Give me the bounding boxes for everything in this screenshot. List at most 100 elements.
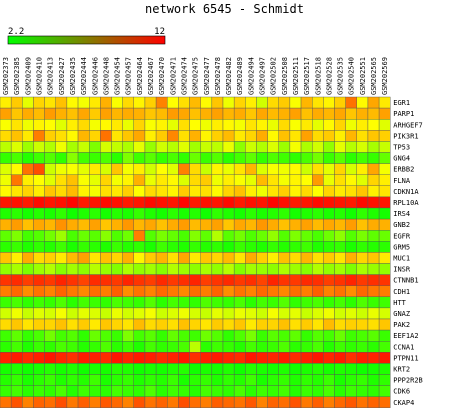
- heatmap-cell: [334, 107, 346, 120]
- heatmap-cell: [55, 185, 68, 198]
- heatmap-cell: [88, 107, 101, 120]
- heatmap-cell: [278, 307, 291, 320]
- heatmap-cell: [178, 130, 190, 142]
- heatmap-cell: [111, 318, 123, 331]
- heatmap-cell: [356, 352, 369, 364]
- heatmap-cell: [88, 285, 101, 298]
- heatmap-cell: [233, 352, 246, 364]
- heatmap-cell: [88, 130, 101, 142]
- heatmap-cell: [367, 374, 380, 386]
- heatmap-cell: [356, 307, 369, 320]
- heatmap-cell: [144, 285, 157, 298]
- heatmap-cell: [233, 307, 246, 320]
- heatmap-cell: [178, 107, 190, 120]
- heatmap-cell: [44, 174, 56, 186]
- heatmap-cell: [289, 352, 302, 364]
- heatmap-cell: [133, 274, 146, 286]
- heatmap-cell: [233, 207, 246, 220]
- heatmap-cell: [222, 218, 235, 231]
- heatmap-cell: [189, 341, 201, 353]
- heatmap-cell: [44, 318, 56, 331]
- heatmap-cell: [267, 352, 279, 364]
- heatmap-cell: [200, 174, 213, 186]
- heatmap-cell: [300, 307, 313, 320]
- heatmap-cell: [167, 341, 179, 353]
- heatmap-cell: [289, 341, 302, 353]
- heatmap-cell: [155, 307, 168, 320]
- heatmap-cell: [367, 274, 380, 286]
- heatmap-cell: [211, 341, 224, 353]
- heatmap-cell: [256, 329, 268, 342]
- heatmap-cell: [66, 385, 79, 397]
- heatmap-cell: [300, 185, 313, 198]
- heatmap-cell: [100, 307, 112, 320]
- heatmap-cell: [55, 207, 68, 220]
- heatmap-cell: [211, 207, 224, 220]
- heatmap-cell: [189, 163, 201, 175]
- heatmap-cell: [356, 318, 369, 331]
- heatmap-cell: [378, 185, 391, 198]
- heatmap-cell: [356, 385, 369, 397]
- heatmap-cell: [334, 218, 346, 231]
- heatmap-cell: [33, 196, 45, 209]
- heatmap-cell: [10, 385, 23, 397]
- heatmap-cell: [167, 296, 179, 309]
- heatmap-cell: [10, 352, 23, 364]
- heatmap-cell: [178, 196, 190, 209]
- heatmap-cell: [122, 274, 135, 286]
- heatmap-cell: [323, 241, 335, 253]
- heatmap-cell: [211, 374, 224, 386]
- heatmap-cell: [256, 363, 268, 375]
- column-label: GSM202457: [125, 57, 133, 95]
- heatmap-cell: [77, 385, 90, 397]
- heatmap-cell: [211, 174, 224, 186]
- row-label: CTNNB1: [393, 277, 418, 285]
- heatmap-cell: [44, 274, 56, 286]
- heatmap-cell: [367, 163, 380, 175]
- heatmap-cell: [267, 229, 279, 242]
- heatmap-cell: [356, 341, 369, 353]
- heatmap-cell: [178, 207, 190, 220]
- heatmap-cell: [66, 163, 79, 175]
- heatmap-cell: [267, 341, 279, 353]
- heatmap-cell: [178, 152, 190, 164]
- heatmap-cell: [133, 318, 146, 331]
- column-label: GSM202446: [91, 57, 99, 95]
- heatmap-cell: [77, 374, 90, 386]
- heatmap-cell: [44, 229, 56, 242]
- heatmap-cell: [211, 329, 224, 342]
- heatmap-cell: [256, 296, 268, 309]
- heatmap-cell: [323, 252, 335, 264]
- heatmap-cell: [267, 363, 279, 375]
- heatmap-cell: [144, 252, 157, 264]
- heatmap-cell: [211, 107, 224, 120]
- heatmap-cell: [211, 218, 224, 231]
- heatmap-cell: [100, 252, 112, 264]
- heatmap-cell: [378, 352, 391, 364]
- heatmap-cell: [100, 263, 112, 275]
- heatmap-cell: [200, 352, 213, 364]
- heatmap-cell: [356, 252, 369, 264]
- heatmap-cell: [245, 329, 257, 342]
- heatmap-cell: [33, 329, 45, 342]
- heatmap-cell: [323, 207, 335, 220]
- heatmap-cell: [0, 229, 12, 242]
- heatmap-cell: [267, 207, 279, 220]
- heatmap-cell: [100, 396, 112, 409]
- heatmap-cell: [345, 141, 357, 153]
- heatmap-cell: [22, 363, 34, 375]
- heatmap-cell: [55, 352, 68, 364]
- heatmap-cell: [33, 152, 45, 164]
- heatmap-cell: [155, 107, 168, 120]
- heatmap-cell: [33, 274, 45, 286]
- heatmap-cell: [155, 96, 168, 109]
- row-label: EGFR: [393, 232, 411, 240]
- heatmap-cell: [256, 152, 268, 164]
- heatmap-cell: [10, 318, 23, 331]
- heatmap-cell: [200, 163, 213, 175]
- heatmap-cell: [189, 141, 201, 153]
- heatmap-cell: [378, 263, 391, 275]
- heatmap-cell: [111, 185, 123, 198]
- heatmap-cell: [312, 152, 324, 164]
- heatmap-cell: [200, 341, 213, 353]
